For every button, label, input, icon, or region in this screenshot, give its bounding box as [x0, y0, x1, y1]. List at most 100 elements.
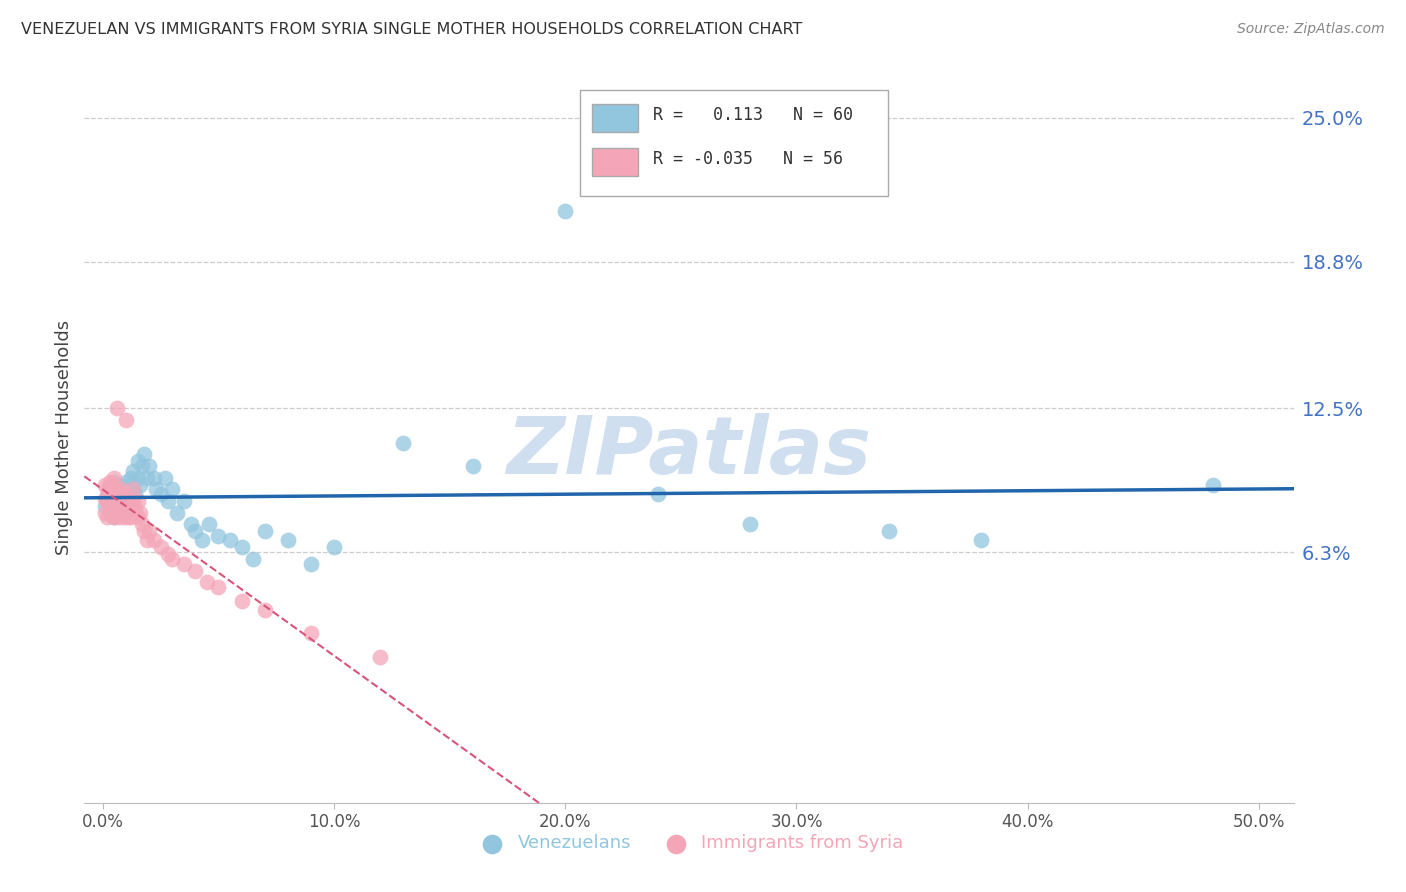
Point: [101, 477, 124, 491]
FancyBboxPatch shape: [592, 104, 638, 132]
Point: [184, 524, 207, 538]
Point: [142, 533, 165, 548]
Point: [122, 464, 145, 478]
Point: [120, 471, 142, 485]
Point: [149, 541, 172, 555]
Point: [242, 552, 264, 566]
Point: [117, 510, 139, 524]
Point: [184, 564, 207, 578]
Point: [101, 477, 124, 491]
Point: [108, 494, 131, 508]
Point: [110, 483, 132, 497]
Point: [105, 401, 128, 415]
Point: [191, 533, 214, 548]
Point: [105, 499, 128, 513]
Point: [117, 500, 139, 515]
Point: [105, 500, 128, 515]
Point: [160, 483, 183, 497]
Point: [299, 557, 322, 571]
Point: [135, 471, 157, 485]
Text: R =   0.113   N = 60: R = 0.113 N = 60: [652, 106, 852, 124]
Point: [103, 500, 125, 515]
Point: [127, 494, 149, 508]
Point: [877, 524, 900, 538]
Point: [108, 500, 131, 515]
Point: [120, 500, 142, 515]
Point: [110, 494, 132, 508]
Point: [128, 477, 150, 491]
Point: [122, 494, 145, 508]
Point: [96, 483, 118, 497]
Point: [145, 483, 167, 497]
Point: [160, 552, 183, 566]
Point: [98, 475, 121, 490]
Point: [392, 436, 415, 450]
Point: [207, 529, 229, 543]
Point: [96, 489, 118, 503]
Point: [94, 506, 117, 520]
Point: [112, 510, 135, 524]
Point: [134, 524, 156, 538]
Point: [461, 459, 484, 474]
Point: [156, 494, 179, 508]
Point: [219, 533, 242, 548]
Point: [368, 649, 391, 664]
Point: [207, 580, 229, 594]
Point: [166, 506, 188, 520]
Point: [253, 603, 276, 617]
Point: [155, 471, 177, 485]
Point: [198, 517, 221, 532]
Point: [101, 508, 124, 522]
Text: Source: ZipAtlas.com: Source: ZipAtlas.com: [1237, 22, 1385, 37]
Point: [108, 510, 131, 524]
Point: [101, 494, 124, 508]
Point: [124, 500, 146, 515]
Point: [98, 483, 121, 497]
Point: [127, 454, 149, 468]
Point: [117, 494, 139, 508]
Point: [231, 541, 253, 555]
Point: [103, 510, 125, 524]
Point: [94, 499, 117, 513]
Text: R = -0.035   N = 56: R = -0.035 N = 56: [652, 150, 842, 168]
Point: [101, 494, 124, 508]
Point: [740, 517, 762, 532]
FancyBboxPatch shape: [592, 148, 638, 176]
Point: [173, 494, 195, 508]
Text: VENEZUELAN VS IMMIGRANTS FROM SYRIA SINGLE MOTHER HOUSEHOLDS CORRELATION CHART: VENEZUELAN VS IMMIGRANTS FROM SYRIA SING…: [21, 22, 803, 37]
Point: [94, 477, 117, 491]
Point: [138, 459, 160, 474]
Point: [253, 524, 276, 538]
Point: [122, 483, 145, 497]
Point: [180, 517, 202, 532]
Point: [115, 487, 138, 501]
Point: [98, 506, 121, 520]
Point: [277, 533, 299, 548]
Point: [110, 487, 132, 501]
Point: [323, 541, 346, 555]
Point: [231, 594, 253, 608]
Point: [98, 500, 121, 515]
Y-axis label: Single Mother Households: Single Mother Households: [55, 319, 73, 555]
Point: [554, 203, 576, 218]
Point: [142, 471, 165, 485]
Point: [131, 459, 153, 474]
Point: [112, 483, 135, 497]
Point: [127, 510, 149, 524]
Point: [105, 484, 128, 499]
Point: [110, 500, 132, 515]
Point: [94, 491, 117, 506]
Point: [149, 487, 172, 501]
Legend: Venezuelans, Immigrants from Syria: Venezuelans, Immigrants from Syria: [467, 827, 911, 860]
Point: [127, 471, 149, 485]
Text: ZIPatlas: ZIPatlas: [506, 413, 872, 491]
Point: [112, 499, 135, 513]
Point: [647, 487, 669, 501]
Point: [115, 494, 138, 508]
Point: [96, 510, 118, 524]
Point: [128, 506, 150, 520]
Point: [1201, 477, 1223, 491]
Point: [105, 483, 128, 497]
Point: [110, 506, 132, 520]
Point: [970, 533, 993, 548]
